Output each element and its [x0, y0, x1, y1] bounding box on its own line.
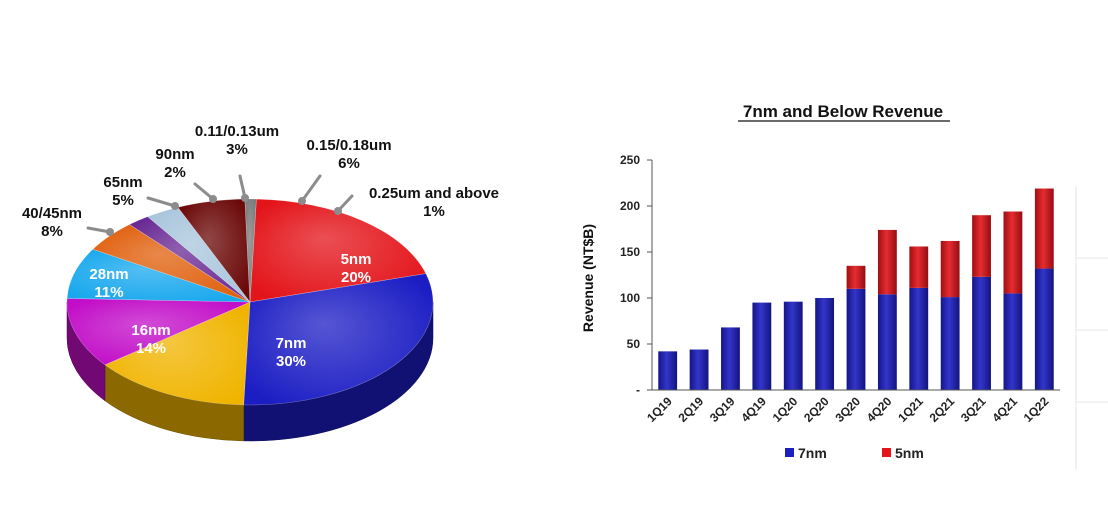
pie-slice-7nm — [243, 273, 434, 406]
bar-5nm-4q20 — [877, 229, 897, 295]
x-tick-label: 4Q20 — [864, 394, 895, 425]
bar-7nm-3q20 — [846, 288, 866, 390]
leader-line-0-15-0-18um — [300, 174, 322, 203]
bar-7nm-4q21 — [1003, 293, 1023, 390]
leader-line-65nm — [146, 196, 177, 208]
leader-dot-40-45nm — [106, 228, 114, 236]
pie-value-16nm: 14% — [136, 340, 166, 357]
bar-5nm-3q21 — [972, 215, 991, 277]
x-tick-label: 4Q21 — [989, 394, 1020, 425]
legend-label-7nm: 7nm — [798, 445, 827, 461]
pie-slice-90nm — [128, 216, 251, 303]
leader-dot-0-25um-and-above — [334, 207, 342, 215]
leader-dot-65nm — [171, 202, 179, 210]
bar-5nm-1q22 — [1034, 188, 1054, 269]
pie-top-slices — [66, 198, 434, 406]
bar-7nm-2q21 — [940, 297, 960, 390]
pie-value-7nm: 30% — [276, 353, 306, 370]
right-edge-decoration — [1075, 186, 1108, 470]
pie-label-5nm: 5nm — [341, 251, 372, 268]
pie-label-0-11-0-13um: 0.11/0.13um — [195, 123, 279, 140]
pie-label-0-25um-and-above: 0.25um and above — [369, 185, 499, 202]
x-tick-label: 2Q21 — [927, 394, 958, 425]
x-tick-label: 2Q20 — [801, 394, 832, 425]
y-tick-label: 150 — [620, 245, 640, 259]
bar-5nm-2q21 — [940, 240, 960, 298]
pie-slice-28nm — [66, 298, 251, 366]
pie-value-0-11-0-13um: 3% — [226, 141, 248, 158]
bar-7nm-2q19 — [689, 349, 709, 390]
pie-label-65nm: 65nm — [103, 174, 142, 191]
bar-5nm-1q21 — [909, 246, 929, 288]
leader-dot-0-15-0-18um — [298, 197, 306, 205]
x-tick-label: 3Q19 — [707, 394, 738, 425]
bar-7nm-3q19 — [721, 327, 740, 390]
y-tick-label: 250 — [620, 153, 640, 167]
pie-slice-5nm — [249, 198, 427, 303]
y-tick-label: 200 — [620, 199, 640, 213]
y-axis-ticks: - 50 100 150 200 250 — [620, 153, 652, 397]
legend-label-5nm: 5nm — [895, 445, 924, 461]
x-tick-label: 3Q20 — [832, 394, 863, 425]
y-tick-label: - — [636, 383, 640, 397]
x-tick-label: 2Q19 — [676, 394, 707, 425]
bar-7nm-1q20 — [783, 301, 803, 390]
x-tick-label: 1Q21 — [895, 394, 926, 425]
pie-label-0-15-0-18um: 0.15/0.18um — [306, 137, 391, 154]
bar-series — [658, 188, 1054, 390]
pie-label-16nm: 16nm — [131, 322, 170, 339]
bar-7nm-3q21 — [972, 276, 991, 390]
pie-value-0-15-0-18um: 6% — [338, 155, 360, 172]
x-tick-label: 1Q22 — [1021, 394, 1052, 425]
y-tick-label: 50 — [627, 337, 641, 351]
bar-7nm-1q21 — [909, 287, 929, 390]
pie-value-65nm: 5% — [112, 192, 134, 209]
pie-slice-16nm — [104, 301, 251, 406]
bar-5nm-4q21 — [1003, 211, 1023, 294]
bar-7nm-4q20 — [877, 294, 897, 390]
y-tick-label: 100 — [620, 291, 640, 305]
bar-5nm-3q20 — [846, 265, 866, 289]
y-axis-title: Revenue (NT$B) — [580, 224, 596, 332]
pie-leader-lines — [86, 174, 354, 236]
x-axis-ticks: 1Q19 2Q19 3Q19 4Q19 1Q20 2Q20 3Q20 4Q20 1Q21 2Q21… — [644, 394, 1052, 425]
leader-dot-0-11-0-13um — [241, 194, 249, 202]
bar-7nm-1q19 — [658, 351, 678, 390]
x-tick-label: 3Q21 — [958, 394, 989, 425]
pie-value-40-45nm: 8% — [41, 223, 63, 240]
bar-7nm-4q19 — [752, 302, 772, 390]
pie-slice-65nm — [92, 224, 251, 303]
seven-nm-and-below-revenue-chart: 7nm and Below Revenue Revenue (NT$B) - 50… — [580, 102, 1108, 470]
pie-label-28nm: 28nm — [89, 266, 128, 283]
pie-label-90nm: 90nm — [155, 146, 194, 163]
x-tick-label: 1Q20 — [770, 394, 801, 425]
pie-label-40-45nm: 40/45nm — [22, 205, 82, 222]
x-tick-label: 4Q19 — [738, 394, 769, 425]
pie-value-0-25um-and-above: 1% — [423, 203, 445, 220]
bar-7nm-2q20 — [815, 298, 835, 390]
leader-dot-90nm — [209, 195, 217, 203]
x-tick-label: 1Q19 — [644, 394, 675, 425]
chart-title: 7nm and Below Revenue — [743, 102, 943, 121]
bar-7nm-1q22 — [1034, 268, 1054, 390]
pie-label-7nm: 7nm — [276, 335, 307, 352]
pie-side-walls — [66, 301, 434, 442]
pie-value-5nm: 20% — [341, 269, 371, 286]
pie-value-90nm: 2% — [164, 164, 186, 181]
legend-swatch-5nm — [882, 448, 891, 457]
pie-slice-40-45nm — [66, 248, 251, 303]
legend: 7nm 5nm — [785, 445, 924, 461]
pie-value-28nm: 11% — [94, 284, 123, 301]
legend-swatch-7nm — [785, 448, 794, 457]
